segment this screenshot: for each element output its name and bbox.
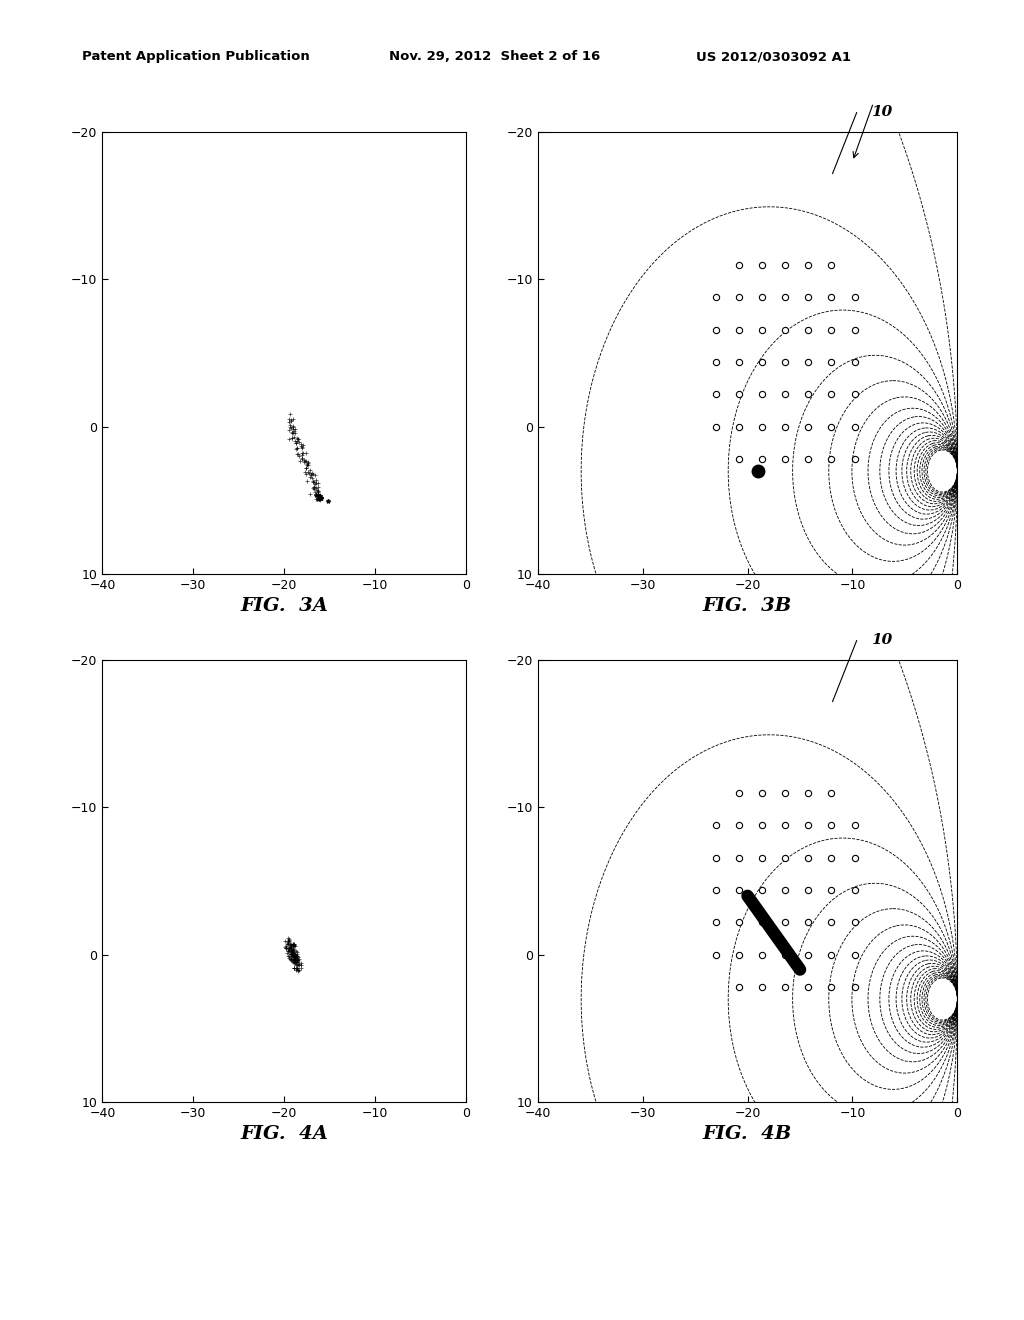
Text: FIG.  3A: FIG. 3A: [241, 597, 329, 615]
Text: US 2012/0303092 A1: US 2012/0303092 A1: [696, 50, 851, 63]
Text: 10: 10: [871, 104, 893, 119]
Text: FIG.  4B: FIG. 4B: [702, 1125, 793, 1143]
Text: Patent Application Publication: Patent Application Publication: [82, 50, 309, 63]
Text: FIG.  4A: FIG. 4A: [241, 1125, 329, 1143]
Text: 10: 10: [871, 632, 893, 647]
Text: FIG.  3B: FIG. 3B: [702, 597, 793, 615]
Text: Nov. 29, 2012  Sheet 2 of 16: Nov. 29, 2012 Sheet 2 of 16: [389, 50, 600, 63]
